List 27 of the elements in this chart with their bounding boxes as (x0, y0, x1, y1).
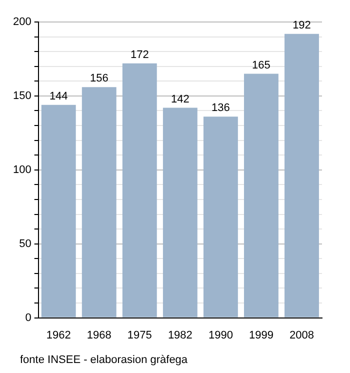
bar (203, 116, 238, 318)
bar (244, 74, 278, 318)
x-tick-label: 1975 (127, 329, 152, 342)
x-tick-label: 1968 (86, 329, 112, 342)
data-label: 172 (130, 48, 149, 61)
data-label: 144 (49, 90, 68, 102)
data-label: 156 (90, 72, 108, 85)
y-tick-label: 150 (12, 90, 32, 102)
x-tick-label: 1962 (46, 329, 71, 342)
source-note: fonte INSEE - elaborasion gràfega (20, 354, 188, 366)
data-label: 165 (252, 59, 270, 72)
x-tick-label: 1999 (248, 329, 274, 342)
bar (122, 63, 157, 318)
y-tick-label: 100 (12, 164, 32, 176)
bar (82, 87, 116, 318)
y-tick-label: 0 (25, 312, 32, 324)
y-tick-label: 50 (19, 238, 32, 250)
bar (162, 108, 198, 318)
y-tick-label: 200 (12, 16, 32, 28)
bar (284, 34, 319, 318)
x-tick-label: 1982 (168, 329, 192, 342)
x-tick-label: 1990 (208, 329, 233, 342)
x-tick-label: 2008 (289, 329, 314, 342)
data-label: 142 (170, 93, 190, 106)
data-label: 192 (292, 19, 311, 32)
bar (41, 104, 76, 318)
data-label: 136 (212, 102, 230, 114)
